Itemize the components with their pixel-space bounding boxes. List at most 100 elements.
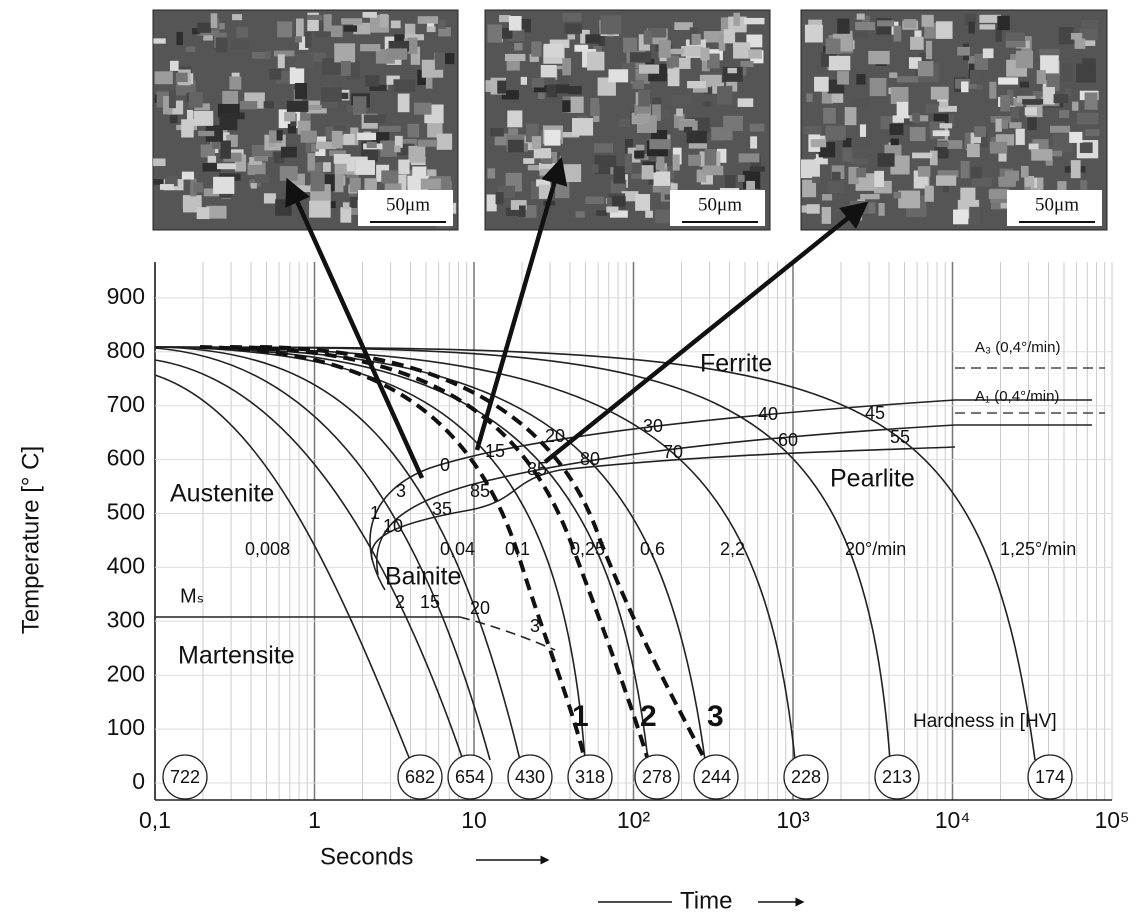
grain xyxy=(567,34,576,40)
grain xyxy=(394,145,401,153)
grain xyxy=(533,85,549,93)
grain xyxy=(369,84,387,91)
hardness-value: 213 xyxy=(882,767,912,787)
grain xyxy=(159,184,174,190)
grain xyxy=(879,188,886,203)
grain xyxy=(284,111,296,122)
grain xyxy=(917,166,931,177)
grain xyxy=(286,100,309,112)
cooling-rate: 0,25 xyxy=(570,539,605,559)
grain xyxy=(606,206,619,213)
grain xyxy=(702,101,712,107)
grain xyxy=(1069,131,1083,143)
grain xyxy=(1080,180,1088,191)
grain xyxy=(426,26,436,33)
grain xyxy=(596,210,608,216)
grain xyxy=(1076,112,1099,125)
hardness-circle xyxy=(162,754,208,800)
grain xyxy=(501,90,519,100)
grain xyxy=(961,81,969,93)
y-tick-label: 500 xyxy=(107,499,145,525)
grain xyxy=(417,16,439,24)
grain xyxy=(893,191,902,199)
grain xyxy=(1081,19,1099,29)
grain xyxy=(181,171,195,180)
grain xyxy=(168,90,176,109)
grain xyxy=(723,29,736,44)
hardness-circle xyxy=(397,754,443,800)
grain xyxy=(933,113,949,125)
grain xyxy=(315,141,337,150)
grain xyxy=(700,47,710,60)
grain xyxy=(1000,94,1010,112)
hardness-circle xyxy=(567,754,613,800)
grain xyxy=(393,79,416,92)
grain xyxy=(932,130,950,137)
grain xyxy=(295,54,314,69)
grain xyxy=(912,112,920,124)
grain xyxy=(701,52,710,72)
grain xyxy=(300,130,317,143)
grain xyxy=(592,45,603,55)
grain xyxy=(197,22,212,33)
cooling-rate: 20°/min xyxy=(845,539,906,559)
grain xyxy=(890,86,909,105)
grain xyxy=(1074,38,1086,49)
grain xyxy=(163,95,173,115)
grain xyxy=(398,159,410,175)
grain xyxy=(909,127,926,142)
grain xyxy=(803,125,822,135)
grain xyxy=(388,40,410,52)
grain xyxy=(254,156,269,162)
grain xyxy=(154,71,173,85)
grain xyxy=(638,89,651,107)
grain xyxy=(1024,175,1035,189)
y-tick-label: 600 xyxy=(107,445,145,471)
grain xyxy=(625,139,633,155)
grain xyxy=(837,18,850,36)
grain xyxy=(921,14,934,27)
hardness-value: 228 xyxy=(791,767,821,787)
grain xyxy=(1037,177,1044,190)
grain xyxy=(924,185,934,202)
grain xyxy=(621,191,639,202)
grain xyxy=(825,125,846,141)
grain xyxy=(568,85,582,95)
grain xyxy=(346,105,353,112)
grain xyxy=(812,176,821,183)
grain xyxy=(634,150,645,159)
grain xyxy=(970,166,982,179)
grain xyxy=(1064,88,1072,96)
grain xyxy=(520,76,528,85)
grain xyxy=(249,179,261,187)
grain xyxy=(231,40,250,50)
hardness-circle xyxy=(783,754,829,800)
phase-fraction: 3 xyxy=(530,616,540,636)
phase-fraction: 1 xyxy=(370,503,380,523)
grain xyxy=(333,125,347,131)
grain xyxy=(623,37,638,53)
grain xyxy=(333,174,344,193)
grain xyxy=(486,194,497,212)
y-tick-label: 100 xyxy=(107,714,145,740)
grain xyxy=(641,165,654,180)
grain xyxy=(869,77,887,97)
grain xyxy=(591,164,599,174)
grain xyxy=(438,19,447,29)
grain xyxy=(340,207,352,223)
grain xyxy=(844,107,857,126)
grain xyxy=(588,52,598,59)
grain xyxy=(438,53,455,65)
grain xyxy=(738,153,760,163)
grain xyxy=(874,170,885,187)
grain xyxy=(427,121,443,138)
grain xyxy=(855,21,875,31)
grain xyxy=(724,175,736,191)
grain xyxy=(1010,107,1020,119)
grain xyxy=(350,190,358,208)
label: Bainite xyxy=(385,563,461,591)
grain xyxy=(823,107,836,124)
grain xyxy=(702,165,724,176)
grain xyxy=(294,82,308,100)
grain xyxy=(390,20,401,29)
